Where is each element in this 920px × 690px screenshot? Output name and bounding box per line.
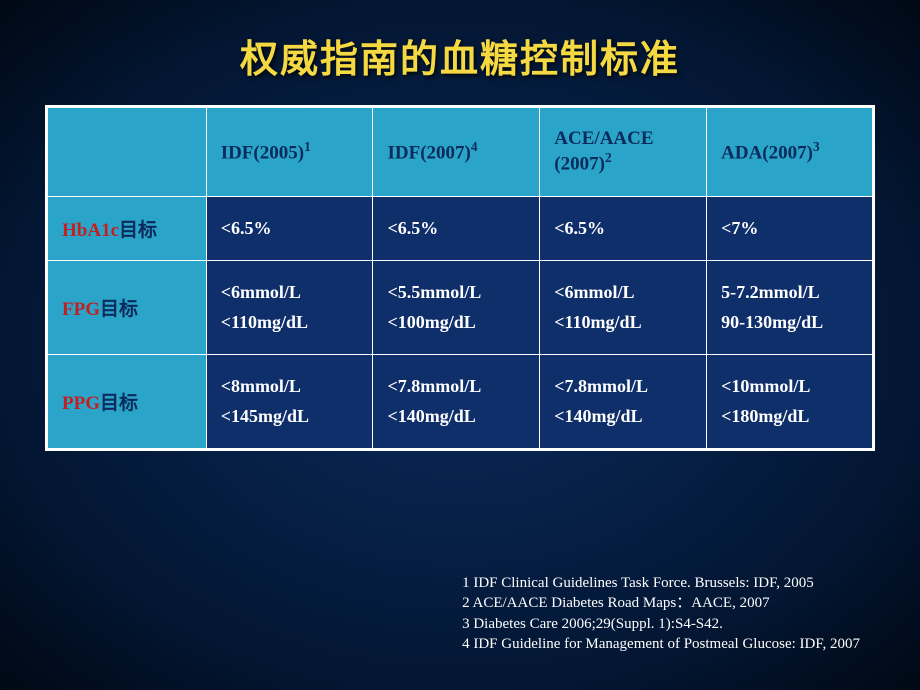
cell-1-3: 5-7.2mmol/L90-130mg/dL [707,260,874,354]
header-col-2: ACE/AACE (2007)2 [540,107,707,197]
table-row: FPG目标 <6mmol/L<110mg/dL <5.5mmol/L<100mg… [47,260,874,354]
row-label-1: FPG目标 [47,260,207,354]
cell-1-1: <5.5mmol/L<100mg/dL [373,260,540,354]
cell-0-1: <6.5% [373,197,540,261]
row-label-2: PPG目标 [47,354,207,449]
table-header-row: IDF(2005)1 IDF(2007)4 ACE/AACE (2007)2 A… [47,107,874,197]
table-container: IDF(2005)1 IDF(2007)4 ACE/AACE (2007)2 A… [45,105,875,451]
page-title: 权威指南的血糖控制标准 [0,0,920,105]
cell-0-3: <7% [707,197,874,261]
cell-0-0: <6.5% [206,197,373,261]
cell-2-0: <8mmol/L<145mg/dL [206,354,373,449]
standards-table: IDF(2005)1 IDF(2007)4 ACE/AACE (2007)2 A… [45,105,875,451]
cell-1-0: <6mmol/L<110mg/dL [206,260,373,354]
cell-2-1: <7.8mmol/L<140mg/dL [373,354,540,449]
cell-2-2: <7.8mmol/L<140mg/dL [540,354,707,449]
reference-line: 4 IDF Guideline for Management of Postme… [462,634,860,654]
header-col-1: IDF(2007)4 [373,107,540,197]
cell-0-2: <6.5% [540,197,707,261]
table-row: PPG目标 <8mmol/L<145mg/dL <7.8mmol/L<140mg… [47,354,874,449]
table-row: HbA1c目标 <6.5% <6.5% <6.5% <7% [47,197,874,261]
reference-line: 3 Diabetes Care 2006;29(Suppl. 1):S4-S42… [462,614,860,634]
reference-line: 2 ACE/AACE Diabetes Road Maps：AACE, 2007 [462,593,860,613]
header-col-0: IDF(2005)1 [206,107,373,197]
header-col-3: ADA(2007)3 [707,107,874,197]
cell-2-3: <10mmol/L<180mg/dL [707,354,874,449]
row-label-0: HbA1c目标 [47,197,207,261]
reference-line: 1 IDF Clinical Guidelines Task Force. Br… [462,573,860,593]
references-block: 1 IDF Clinical Guidelines Task Force. Br… [462,573,860,654]
header-empty [47,107,207,197]
cell-1-2: <6mmol/L<110mg/dL [540,260,707,354]
